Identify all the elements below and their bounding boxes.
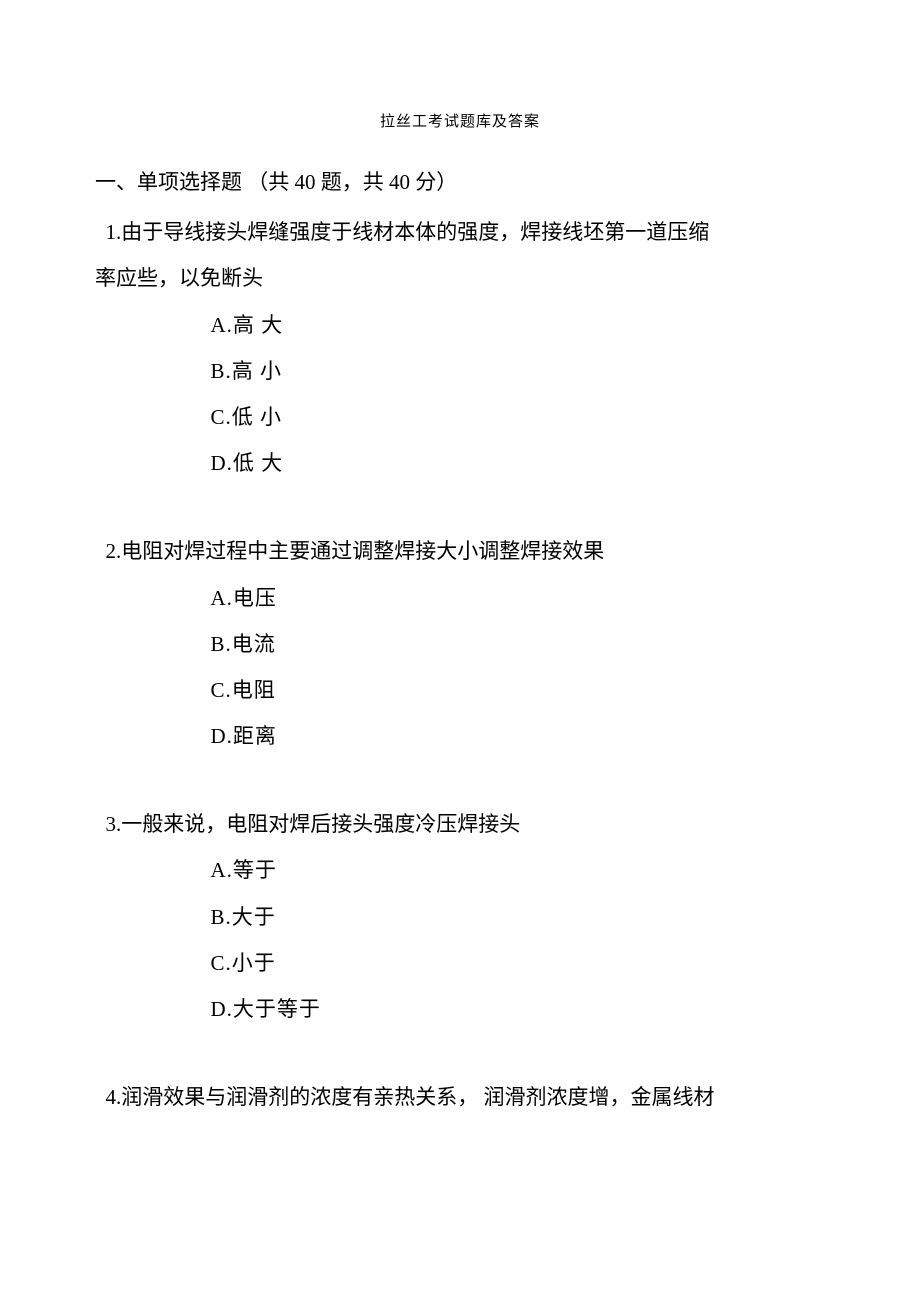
option-c: C.小于 bbox=[95, 940, 825, 986]
option-a: A.等于 bbox=[95, 847, 825, 893]
option-a: A.电压 bbox=[95, 575, 825, 621]
question-2: 2.电阻对焊过程中主要通过调整焊接大小调整焊接效果 A.电压 B.电流 C.电阻… bbox=[95, 528, 825, 759]
option-a: A.高 大 bbox=[95, 302, 825, 348]
question-text-line1: 3.一般来说，电阻对焊后接头强度冷压焊接头 bbox=[95, 801, 825, 847]
question-4: 4.润滑效果与润滑剂的浓度有亲热关系， 润滑剂浓度增，金属线材 bbox=[95, 1074, 825, 1120]
option-d: D.低 大 bbox=[95, 440, 825, 486]
option-b: B.大于 bbox=[95, 894, 825, 940]
option-d: D.大于等于 bbox=[95, 986, 825, 1032]
section-header: 一、单项选择题 （共 40 题，共 40 分） bbox=[95, 159, 825, 205]
question-text-line1: 2.电阻对焊过程中主要通过调整焊接大小调整焊接效果 bbox=[95, 528, 825, 574]
question-text-line2: 率应些，以免断头 bbox=[95, 255, 825, 301]
option-b: B.高 小 bbox=[95, 348, 825, 394]
option-c: C.低 小 bbox=[95, 394, 825, 440]
question-text-line1: 1.由于导线接头焊缝强度于线材本体的强度，焊接线坯第一道压缩 bbox=[95, 209, 825, 255]
option-b: B.电流 bbox=[95, 621, 825, 667]
option-c: C.电阻 bbox=[95, 667, 825, 713]
question-1: 1.由于导线接头焊缝强度于线材本体的强度，焊接线坯第一道压缩 率应些，以免断头 … bbox=[95, 209, 825, 486]
question-text-line1: 4.润滑效果与润滑剂的浓度有亲热关系， 润滑剂浓度增，金属线材 bbox=[95, 1074, 825, 1120]
option-d: D.距离 bbox=[95, 713, 825, 759]
question-3: 3.一般来说，电阻对焊后接头强度冷压焊接头 A.等于 B.大于 C.小于 D.大… bbox=[95, 801, 825, 1032]
document-title: 拉丝工考试题库及答案 bbox=[95, 110, 825, 131]
